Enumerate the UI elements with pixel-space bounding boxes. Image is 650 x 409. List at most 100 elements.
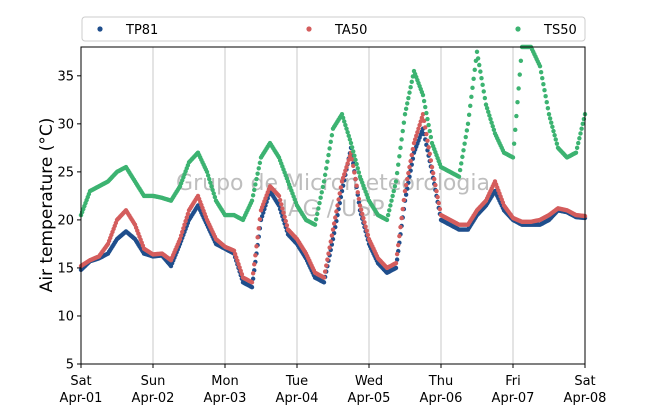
point-interp (257, 160, 263, 166)
point-interp (466, 112, 472, 118)
point-interp (544, 100, 549, 105)
point-interp (435, 194, 440, 200)
point-interp (365, 232, 371, 238)
legend-label: TP81 (125, 23, 158, 38)
point-interp (488, 116, 493, 122)
x-tick-day: Sun (141, 374, 166, 389)
point-interp (345, 130, 350, 135)
point-interp (543, 94, 548, 99)
point (420, 112, 426, 117)
point-interp (406, 170, 411, 176)
point-interp (352, 153, 357, 158)
point-interp (392, 184, 398, 189)
point-interp (427, 128, 432, 134)
point-interp (464, 128, 470, 133)
series-layer (78, 44, 588, 290)
point-interp (432, 176, 437, 182)
point-interp (355, 190, 360, 195)
point-interp (344, 126, 349, 131)
point (402, 188, 408, 194)
x-tick-label: Apr-04 (276, 391, 319, 406)
point-interp (326, 152, 331, 158)
point-interp (513, 127, 518, 133)
point-interp (328, 139, 333, 145)
y-tick-label: 20 (57, 213, 74, 228)
point-interp (212, 194, 218, 200)
point-interp (282, 214, 287, 220)
point-interp (356, 170, 362, 175)
point-interp (428, 134, 434, 140)
point-interp (328, 239, 333, 244)
point-interp (479, 76, 484, 81)
point-interp (484, 106, 490, 111)
point-interp (320, 184, 326, 190)
point-interp (349, 145, 355, 150)
point-interp (252, 187, 257, 193)
point-interp (401, 120, 407, 125)
point-interp (327, 245, 332, 250)
point-interp (552, 133, 557, 138)
point-interp (408, 85, 413, 90)
point-interp (329, 233, 335, 238)
point-interp (316, 206, 321, 211)
point-interp (511, 141, 517, 146)
point-interp (336, 197, 341, 202)
point-interp (284, 223, 290, 228)
point (456, 174, 462, 179)
point-interp (409, 152, 414, 158)
point-interp (462, 141, 467, 146)
point-interp (232, 251, 238, 257)
point-interp (333, 215, 338, 220)
point-interp (250, 193, 256, 198)
point-interp (324, 166, 329, 171)
point-interp (406, 95, 411, 101)
point-interp (388, 203, 393, 208)
point (249, 284, 255, 290)
point-interp (400, 128, 405, 134)
x-tick-day: Mon (211, 374, 238, 389)
point-interp (398, 145, 403, 151)
point (231, 248, 237, 253)
point-interp (184, 215, 189, 220)
point-interp (482, 95, 488, 101)
point-interp (421, 118, 427, 124)
x-tick-day: Sat (70, 374, 91, 389)
x-tick-day: Wed (355, 374, 383, 389)
point-interp (340, 175, 346, 181)
point-interp (433, 182, 438, 188)
point-interp (342, 119, 347, 124)
point (384, 217, 390, 223)
point-interp (256, 226, 261, 231)
point-interp (255, 171, 260, 176)
point-interp (319, 190, 324, 195)
point-interp (463, 134, 468, 140)
legend-box (81, 16, 586, 42)
point (393, 179, 399, 184)
point-interp (387, 208, 392, 213)
point-interp (477, 62, 482, 68)
point-interp (514, 113, 519, 119)
legend-marker (97, 26, 103, 32)
point-interp (349, 157, 355, 162)
point-interp (415, 130, 420, 135)
point-interp (407, 90, 412, 95)
point-interp (253, 253, 258, 258)
point-interp (239, 271, 245, 277)
point-interp (352, 170, 357, 175)
point-interp (364, 228, 369, 233)
point-interp (553, 137, 558, 142)
legend-label: TS50 (543, 23, 577, 38)
point (312, 222, 318, 227)
point-interp (460, 154, 465, 160)
point-interp (540, 76, 545, 81)
point-interp (315, 211, 320, 217)
point-interp (434, 188, 439, 194)
point-interp (549, 120, 554, 125)
point-interp (356, 196, 362, 202)
point-interp (489, 120, 494, 125)
point (546, 112, 552, 117)
point-interp (207, 176, 212, 182)
point-interp (515, 100, 520, 105)
point-interp (322, 172, 328, 178)
point-interp (358, 207, 364, 212)
